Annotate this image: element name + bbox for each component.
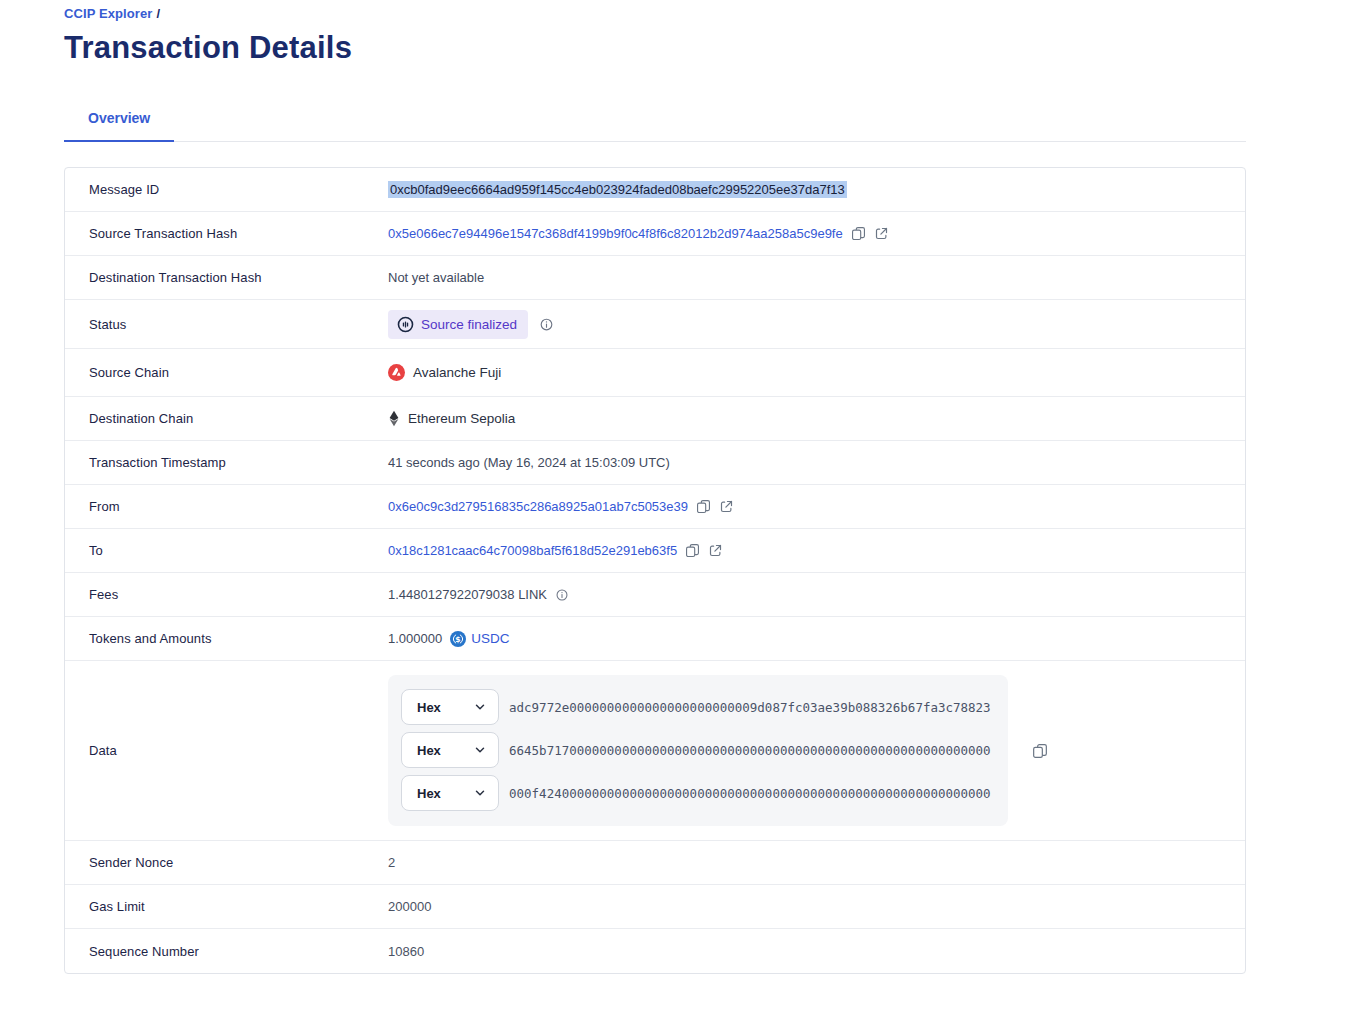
row-label: Message ID	[65, 182, 388, 197]
data-line: Hex 6645b7170000000000000000000000000000…	[401, 732, 1008, 768]
row-label: Tokens and Amounts	[65, 631, 388, 646]
message-id-value: 0xcb0fad9eec6664ad959f145cc4eb023924fade…	[388, 181, 847, 198]
info-icon[interactable]	[555, 588, 569, 602]
usdc-icon: $	[450, 631, 466, 647]
info-icon[interactable]	[539, 317, 554, 332]
data-hex-line: 6645b71700000000000000000000000000000000…	[509, 743, 991, 758]
page-title: Transaction Details	[64, 28, 1246, 68]
copy-icon[interactable]	[1032, 743, 1048, 759]
row-label: Data	[65, 743, 388, 758]
to-address-link[interactable]: 0x18c1281caac64c70098baf5f618d52e291eb63…	[388, 543, 677, 558]
row-label: Destination Chain	[65, 411, 388, 426]
fees-value: 1.4480127922079038 LINK	[388, 587, 547, 602]
gas-limit-value: 200000	[388, 899, 431, 914]
data-hex-line: adc9772e0000000000000000000000009d087fc0…	[509, 700, 991, 715]
chevron-down-icon	[474, 744, 486, 756]
table-row-source-chain: Source Chain Avalanche Fuji	[65, 349, 1245, 397]
breadcrumb-separator: /	[156, 6, 160, 21]
copy-icon[interactable]	[696, 499, 711, 514]
copy-icon[interactable]	[851, 226, 866, 241]
table-row-timestamp: Transaction Timestamp 41 seconds ago (Ma…	[65, 441, 1245, 485]
external-link-icon[interactable]	[719, 499, 734, 514]
tab-bar: Overview	[64, 110, 1246, 142]
breadcrumb-link-ccip-explorer[interactable]: CCIP Explorer	[64, 6, 152, 21]
status-badge: Source finalized	[388, 310, 528, 339]
source-chain-name: Avalanche Fuji	[413, 365, 501, 380]
hex-format-label: Hex	[417, 743, 441, 758]
status-badge-label: Source finalized	[421, 317, 517, 332]
chevron-down-icon	[474, 701, 486, 713]
data-hex-panel: Hex adc9772e0000000000000000000000009d08…	[388, 675, 1008, 826]
hex-format-label: Hex	[417, 700, 441, 715]
table-row-data: Data Hex adc9772e00000000000000000000000…	[65, 661, 1245, 841]
token-symbol: USDC	[471, 631, 509, 646]
svg-text:$: $	[456, 634, 461, 643]
row-label: Gas Limit	[65, 899, 388, 914]
from-address-link[interactable]: 0x6e0c9c3d279516835c286a8925a01ab7c5053e…	[388, 499, 688, 514]
hex-format-label: Hex	[417, 786, 441, 801]
breadcrumb: CCIP Explorer /	[64, 6, 1246, 21]
row-label: Sender Nonce	[65, 855, 388, 870]
chevron-down-icon	[474, 787, 486, 799]
ethereum-icon	[388, 410, 400, 427]
table-row-destination-tx-hash: Destination Transaction Hash Not yet ava…	[65, 256, 1245, 300]
table-row-destination-chain: Destination Chain Ethereum Sepolia	[65, 397, 1245, 441]
hex-format-select[interactable]: Hex	[401, 689, 499, 725]
table-row-sequence-number: Sequence Number 10860	[65, 929, 1245, 973]
table-row-source-tx-hash: Source Transaction Hash 0x5e066ec7e94496…	[65, 212, 1245, 256]
destination-chain-name: Ethereum Sepolia	[408, 411, 515, 426]
timestamp-value: 41 seconds ago (May 16, 2024 at 15:03:09…	[388, 455, 670, 470]
copy-icon[interactable]	[685, 543, 700, 558]
row-label: Sequence Number	[65, 944, 388, 959]
row-label: To	[65, 543, 388, 558]
row-label: From	[65, 499, 388, 514]
sender-nonce-value: 2	[388, 855, 395, 870]
row-label: Source Transaction Hash	[65, 226, 388, 241]
hex-format-select[interactable]: Hex	[401, 775, 499, 811]
source-tx-hash-link[interactable]: 0x5e066ec7e94496e1547c368df4199b9f0c4f8f…	[388, 226, 843, 241]
status-progress-icon	[397, 316, 414, 333]
row-label: Source Chain	[65, 365, 388, 380]
row-label: Transaction Timestamp	[65, 455, 388, 470]
details-table: Message ID 0xcb0fad9eec6664ad959f145cc4e…	[64, 167, 1246, 974]
table-row-from: From 0x6e0c9c3d279516835c286a8925a01ab7c…	[65, 485, 1245, 529]
token-amount-value: 1.000000	[388, 631, 442, 646]
hex-format-select[interactable]: Hex	[401, 732, 499, 768]
sequence-number-value: 10860	[388, 944, 424, 959]
data-line: Hex adc9772e0000000000000000000000009d08…	[401, 689, 1008, 725]
table-row-status: Status Source finalized	[65, 300, 1245, 349]
external-link-icon[interactable]	[708, 543, 723, 558]
table-row-tokens-and-amounts: Tokens and Amounts 1.000000 $ USDC	[65, 617, 1245, 661]
table-row-to: To 0x18c1281caac64c70098baf5f618d52e291e…	[65, 529, 1245, 573]
tab-overview[interactable]: Overview	[64, 110, 174, 142]
avalanche-icon	[388, 364, 405, 381]
row-label: Fees	[65, 587, 388, 602]
table-row-fees: Fees 1.4480127922079038 LINK	[65, 573, 1245, 617]
destination-tx-hash-value: Not yet available	[388, 270, 484, 285]
data-line: Hex 000f42400000000000000000000000000000…	[401, 775, 1008, 811]
external-link-icon[interactable]	[874, 226, 889, 241]
table-row-gas-limit: Gas Limit 200000	[65, 885, 1245, 929]
transaction-details-page: CCIP Explorer / Transaction Details Overv…	[0, 0, 1354, 1012]
row-label: Status	[65, 317, 388, 332]
table-row-sender-nonce: Sender Nonce 2	[65, 841, 1245, 885]
row-label: Destination Transaction Hash	[65, 270, 388, 285]
table-row-message-id: Message ID 0xcb0fad9eec6664ad959f145cc4e…	[65, 168, 1245, 212]
data-hex-line: 000f424000000000000000000000000000000000…	[509, 786, 991, 801]
token-link-usdc[interactable]: $ USDC	[450, 631, 509, 647]
